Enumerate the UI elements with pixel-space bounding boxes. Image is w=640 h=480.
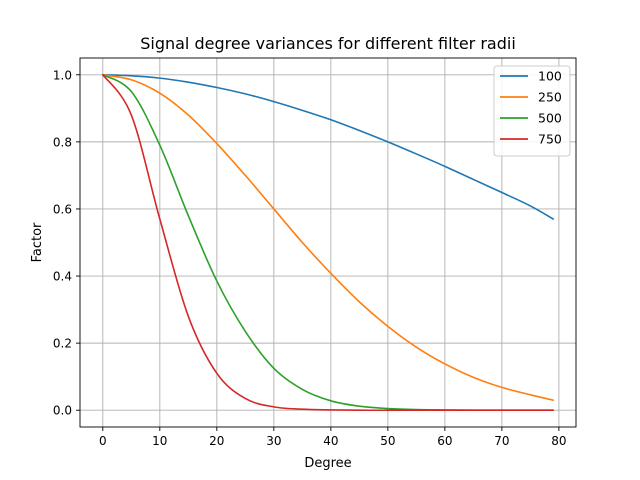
x-tick-label: 20 xyxy=(209,434,224,448)
legend-box xyxy=(493,65,571,157)
y-tick-label: 0.2 xyxy=(53,337,72,351)
grid xyxy=(80,58,576,427)
legend-label: 100 xyxy=(538,69,562,84)
x-tick-label: 40 xyxy=(323,434,338,448)
x-axis-label: Degree xyxy=(304,456,351,471)
chart-title: Signal degree variances for different fi… xyxy=(140,34,516,53)
legend-label: 500 xyxy=(538,111,562,126)
x-tick-label: 60 xyxy=(437,434,452,448)
y-tick-label: 0.6 xyxy=(53,202,72,216)
y-axis-label: Factor xyxy=(30,222,45,262)
x-tick-label: 0 xyxy=(99,434,107,448)
x-tick-label: 50 xyxy=(380,434,395,448)
series-line-750 xyxy=(102,73,554,412)
plot-frame xyxy=(79,57,577,428)
x-tick-label: 10 xyxy=(152,434,167,448)
legend: 100 250 500 750 xyxy=(493,65,571,157)
x-tick-label: 80 xyxy=(551,434,566,448)
axis-ticks: 0 10 20 30 40 50 60 70 80 0.0 0.2 0.4 0.6 0.8 1.0 xyxy=(53,68,567,448)
y-tick-label: 0.4 xyxy=(53,270,72,284)
y-tick-label: 0.0 xyxy=(53,404,72,418)
series-lines xyxy=(102,73,554,412)
series-line-100 xyxy=(102,73,554,220)
legend-label: 250 xyxy=(538,90,562,105)
series-line-500 xyxy=(102,73,554,412)
legend-label: 750 xyxy=(538,132,562,147)
x-tick-label: 70 xyxy=(494,434,509,448)
y-tick-label: 0.8 xyxy=(53,135,72,149)
x-tick-label: 30 xyxy=(266,434,281,448)
series-line-250 xyxy=(102,73,554,401)
y-tick-label: 1.0 xyxy=(53,68,72,82)
